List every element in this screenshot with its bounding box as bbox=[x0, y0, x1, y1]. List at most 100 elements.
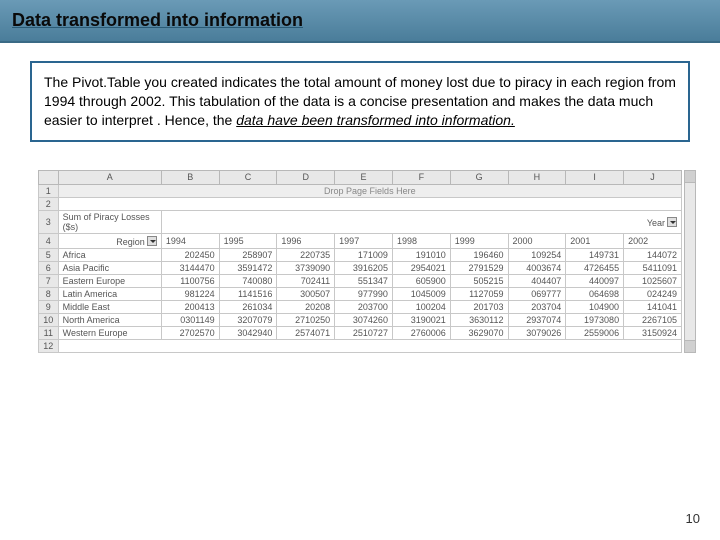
content-box: The Pivot.Table you created indicates th… bbox=[30, 61, 690, 142]
cell: 4003674 bbox=[508, 261, 566, 274]
cell: 3629070 bbox=[450, 326, 508, 339]
cell: 2510727 bbox=[335, 326, 393, 339]
vertical-scrollbar[interactable] bbox=[684, 170, 696, 353]
year-2000: 2000 bbox=[508, 233, 566, 248]
col-header-H[interactable]: H bbox=[508, 170, 566, 184]
col-header-I[interactable]: I bbox=[566, 170, 624, 184]
body-text-b: data have been transformed into informat… bbox=[236, 112, 515, 128]
year-1995: 1995 bbox=[219, 233, 277, 248]
cell: 1973080 bbox=[566, 313, 624, 326]
cell: 3739090 bbox=[277, 261, 335, 274]
row-8: 8 Latin America 981224 1141516 300507 97… bbox=[39, 287, 682, 300]
region-we: Western Europe bbox=[58, 326, 161, 339]
cell: 20208 bbox=[277, 300, 335, 313]
cell: 203704 bbox=[508, 300, 566, 313]
cell: 149731 bbox=[566, 248, 624, 261]
col-header-C[interactable]: C bbox=[219, 170, 277, 184]
cell: 2710250 bbox=[277, 313, 335, 326]
cell: 3591472 bbox=[219, 261, 277, 274]
corner-cell bbox=[39, 170, 59, 184]
blank-row-2 bbox=[58, 197, 681, 210]
cell: 200413 bbox=[161, 300, 219, 313]
sum-header-cell: Sum of Piracy Losses ($s) bbox=[58, 210, 161, 233]
region-eeurope: Eastern Europe bbox=[58, 274, 161, 287]
cell: 440097 bbox=[566, 274, 624, 287]
col-header-F[interactable]: F bbox=[392, 170, 450, 184]
cell: 4726455 bbox=[566, 261, 624, 274]
row-10: 10 North America 0301149 3207079 2710250… bbox=[39, 313, 682, 326]
cell: 3074260 bbox=[335, 313, 393, 326]
cell: 2791529 bbox=[450, 261, 508, 274]
pivot-table: A B C D E F G H I J 1 Drop Page Fields H… bbox=[38, 170, 682, 353]
scroll-up-button[interactable] bbox=[685, 171, 695, 183]
cell: 258907 bbox=[219, 248, 277, 261]
row-num-1[interactable]: 1 bbox=[39, 184, 59, 197]
cell: 505215 bbox=[450, 274, 508, 287]
row-num-10[interactable]: 10 bbox=[39, 313, 59, 326]
row-num-4[interactable]: 4 bbox=[39, 233, 59, 248]
cell: 3042940 bbox=[219, 326, 277, 339]
cell: 191010 bbox=[392, 248, 450, 261]
year-1997: 1997 bbox=[335, 233, 393, 248]
row-num-6[interactable]: 6 bbox=[39, 261, 59, 274]
spreadsheet-area: A B C D E F G H I J 1 Drop Page Fields H… bbox=[38, 170, 682, 353]
cell: 144072 bbox=[624, 248, 682, 261]
col-header-D[interactable]: D bbox=[277, 170, 335, 184]
slide-header: Data transformed into information bbox=[0, 0, 720, 43]
chevron-down-icon[interactable] bbox=[667, 217, 677, 227]
cell: 2702570 bbox=[161, 326, 219, 339]
year-1994: 1994 bbox=[161, 233, 219, 248]
cell: 977990 bbox=[335, 287, 393, 300]
region-africa: Africa bbox=[58, 248, 161, 261]
body-text: The Pivot.Table you created indicates th… bbox=[44, 73, 676, 130]
col-header-G[interactable]: G bbox=[450, 170, 508, 184]
cell: 2559006 bbox=[566, 326, 624, 339]
cell: 201703 bbox=[450, 300, 508, 313]
row-5: 5 Africa 202450 258907 220735 171009 191… bbox=[39, 248, 682, 261]
scroll-down-button[interactable] bbox=[685, 340, 695, 352]
cell: 2937074 bbox=[508, 313, 566, 326]
year-dropdown-cell[interactable]: Year bbox=[161, 210, 681, 233]
cell: 141041 bbox=[624, 300, 682, 313]
page-number: 10 bbox=[686, 511, 700, 526]
row-num-8[interactable]: 8 bbox=[39, 287, 59, 300]
year-1999: 1999 bbox=[450, 233, 508, 248]
row-num-9[interactable]: 9 bbox=[39, 300, 59, 313]
cell: 202450 bbox=[161, 248, 219, 261]
row-num-11[interactable]: 11 bbox=[39, 326, 59, 339]
region-dropdown-cell[interactable]: Region bbox=[58, 233, 161, 248]
row-6: 6 Asia Pacific 3144470 3591472 3739090 3… bbox=[39, 261, 682, 274]
cell: 1100756 bbox=[161, 274, 219, 287]
row-num-2[interactable]: 2 bbox=[39, 197, 59, 210]
cell: 0301149 bbox=[161, 313, 219, 326]
drop-fields-cell[interactable]: Drop Page Fields Here bbox=[58, 184, 681, 197]
cell: 702411 bbox=[277, 274, 335, 287]
row-num-12[interactable]: 12 bbox=[39, 339, 59, 352]
cell: 2760006 bbox=[392, 326, 450, 339]
row-3: 3 Sum of Piracy Losses ($s) Year bbox=[39, 210, 682, 233]
cell: 740080 bbox=[219, 274, 277, 287]
row-1: 1 Drop Page Fields Here bbox=[39, 184, 682, 197]
year-1998: 1998 bbox=[392, 233, 450, 248]
col-header-J[interactable]: J bbox=[624, 170, 682, 184]
cell: 1025607 bbox=[624, 274, 682, 287]
chevron-down-icon[interactable] bbox=[147, 236, 157, 246]
cell: 2574071 bbox=[277, 326, 335, 339]
cell: 1127059 bbox=[450, 287, 508, 300]
cell: 024249 bbox=[624, 287, 682, 300]
cell: 3916205 bbox=[335, 261, 393, 274]
cell: 104900 bbox=[566, 300, 624, 313]
cell: 981224 bbox=[161, 287, 219, 300]
region-latam: Latin America bbox=[58, 287, 161, 300]
row-num-5[interactable]: 5 bbox=[39, 248, 59, 261]
year-1996: 1996 bbox=[277, 233, 335, 248]
col-header-B[interactable]: B bbox=[161, 170, 219, 184]
row-num-3[interactable]: 3 bbox=[39, 210, 59, 233]
col-header-A[interactable]: A bbox=[58, 170, 161, 184]
cell: 2954021 bbox=[392, 261, 450, 274]
cell: 3144470 bbox=[161, 261, 219, 274]
row-num-7[interactable]: 7 bbox=[39, 274, 59, 287]
cell: 196460 bbox=[450, 248, 508, 261]
cell: 109254 bbox=[508, 248, 566, 261]
col-header-E[interactable]: E bbox=[335, 170, 393, 184]
